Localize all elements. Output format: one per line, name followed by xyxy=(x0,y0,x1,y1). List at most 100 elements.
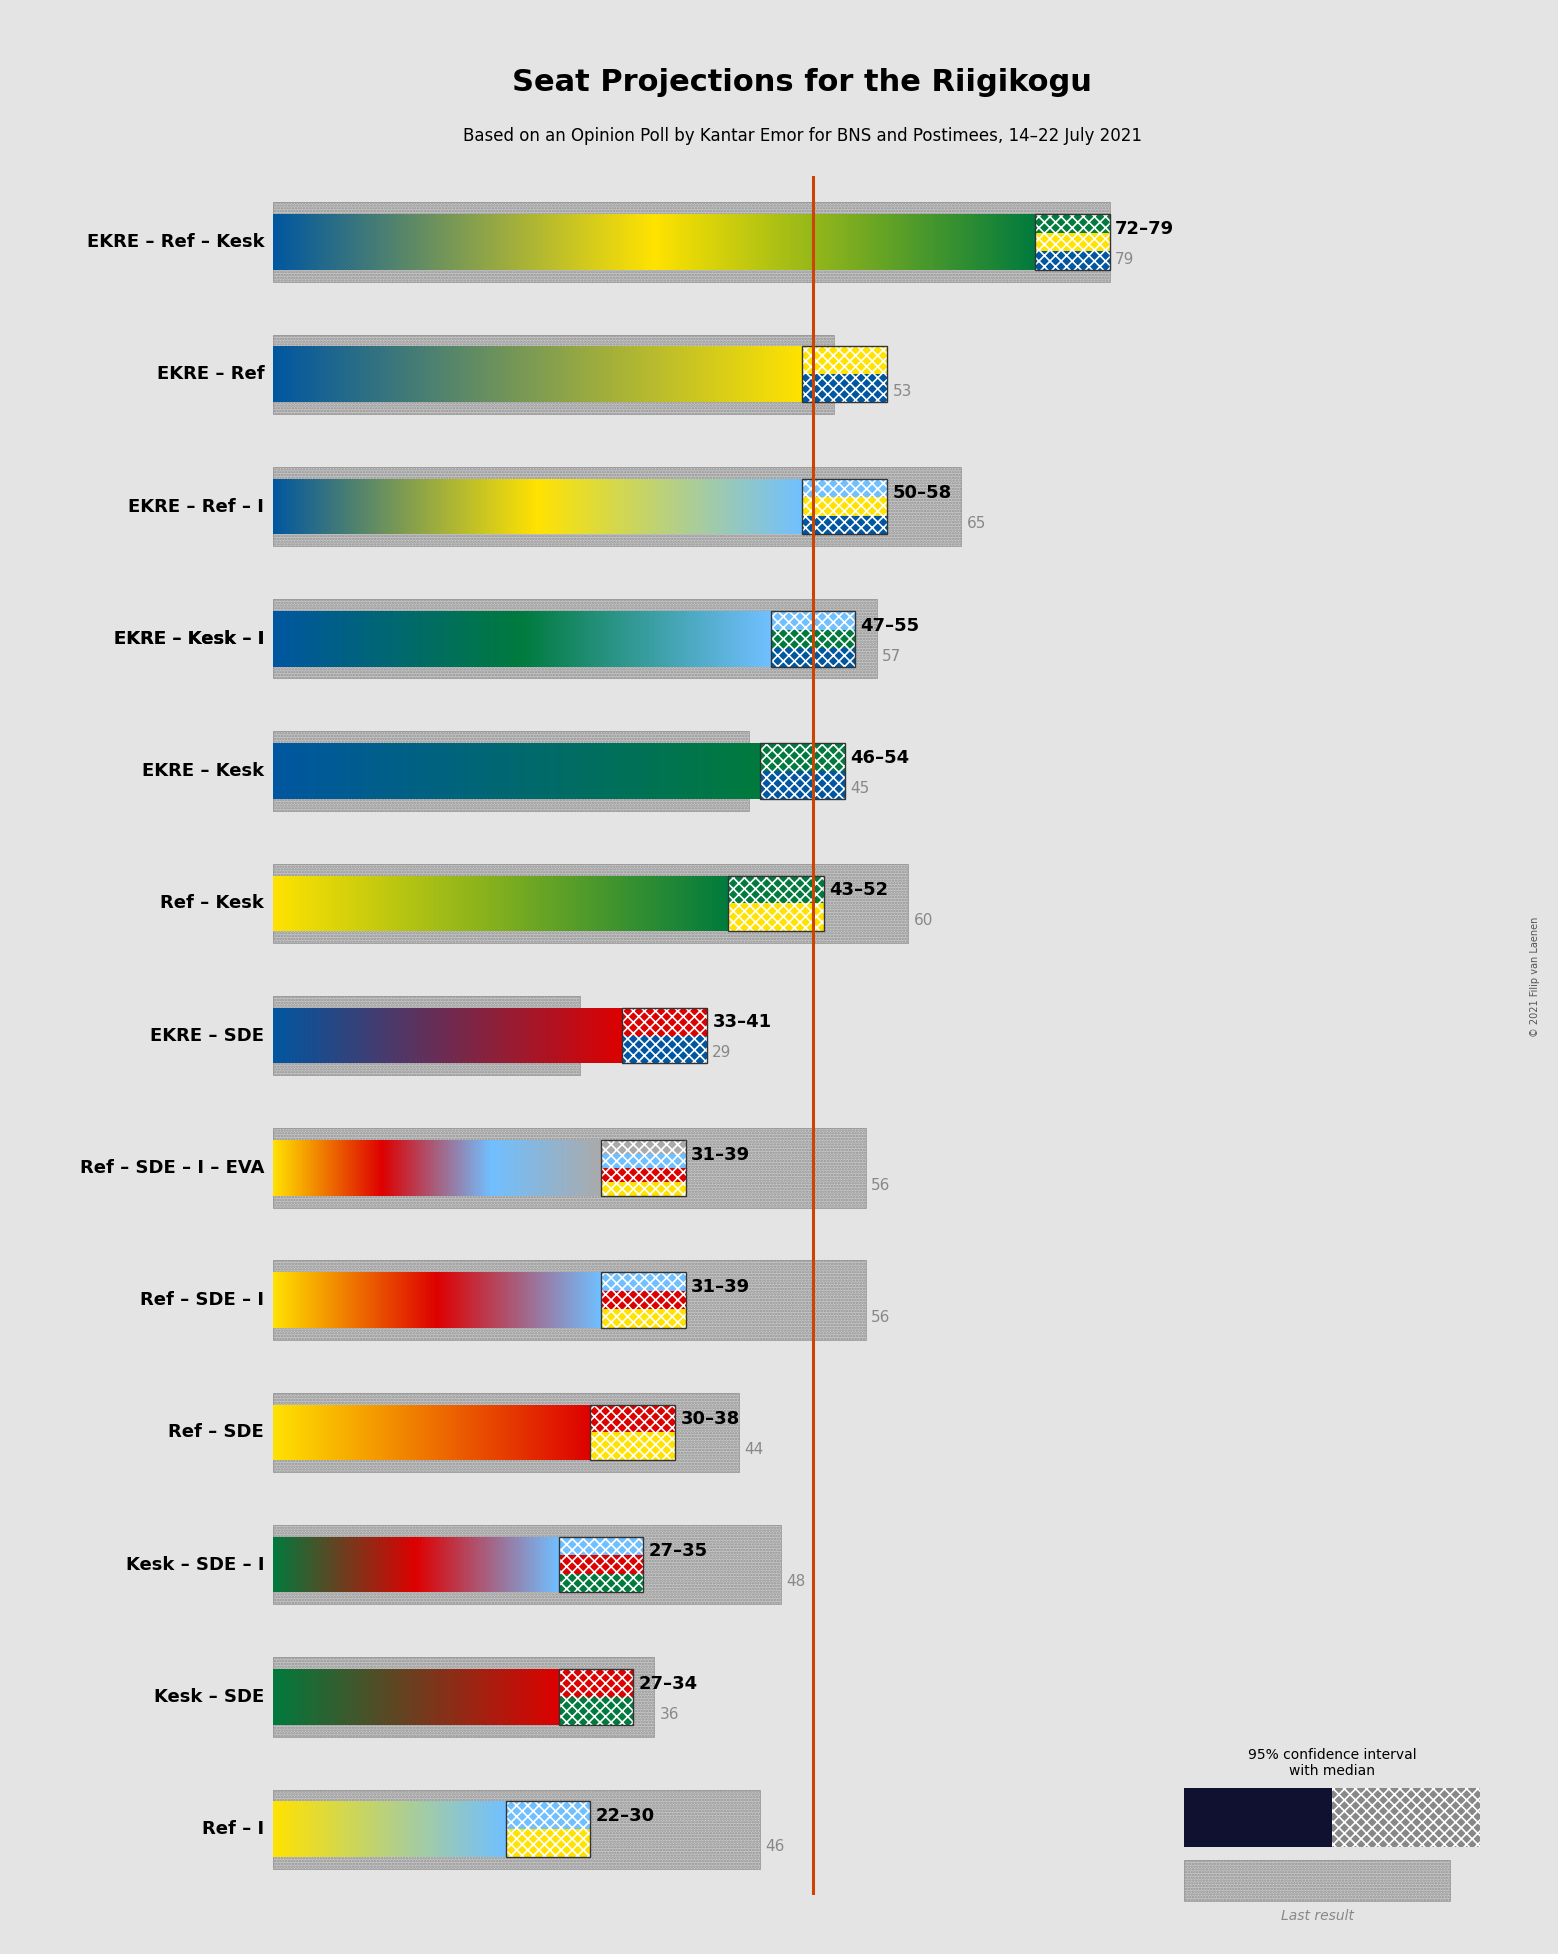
Bar xyxy=(659,215,662,270)
Bar xyxy=(612,215,614,270)
Text: 53: 53 xyxy=(893,385,911,399)
Bar xyxy=(802,496,887,516)
Bar xyxy=(492,215,494,270)
Bar xyxy=(478,215,481,270)
Bar xyxy=(601,1182,686,1196)
Bar xyxy=(650,215,653,270)
Bar xyxy=(944,215,946,270)
Bar xyxy=(671,215,673,270)
Bar xyxy=(569,215,570,270)
Bar xyxy=(933,215,935,270)
Bar xyxy=(799,215,801,270)
Bar xyxy=(559,215,561,270)
Bar xyxy=(346,215,347,270)
Bar xyxy=(748,215,749,270)
Bar xyxy=(681,215,682,270)
Bar xyxy=(414,215,416,270)
Bar xyxy=(273,334,834,414)
Bar xyxy=(919,215,921,270)
Text: Based on an Opinion Poll by Kantar Emor for BNS and Postimees, 14–22 July 2021: Based on an Opinion Poll by Kantar Emor … xyxy=(463,127,1142,145)
Bar xyxy=(357,215,358,270)
Bar xyxy=(323,215,324,270)
Text: Kesk – SDE – I: Kesk – SDE – I xyxy=(126,1555,265,1573)
Bar xyxy=(1003,215,1005,270)
Bar xyxy=(773,215,774,270)
Bar xyxy=(517,215,519,270)
Bar xyxy=(441,215,442,270)
Bar xyxy=(826,215,827,270)
Bar xyxy=(844,215,848,270)
Bar xyxy=(866,215,868,270)
Bar xyxy=(316,215,319,270)
Bar xyxy=(706,215,707,270)
Bar xyxy=(461,215,464,270)
Bar xyxy=(284,215,287,270)
Bar xyxy=(823,215,824,270)
Text: 46–54: 46–54 xyxy=(851,748,910,766)
Bar xyxy=(982,215,985,270)
Text: 27–34: 27–34 xyxy=(639,1675,698,1692)
Bar xyxy=(573,215,576,270)
Bar xyxy=(629,215,631,270)
Bar xyxy=(506,1802,590,1829)
Bar xyxy=(910,215,911,270)
Bar xyxy=(897,215,901,270)
Bar xyxy=(471,215,474,270)
Bar xyxy=(999,215,1002,270)
Text: Ref – Kesk: Ref – Kesk xyxy=(160,895,265,913)
Text: EKRE – Kesk – I: EKRE – Kesk – I xyxy=(114,629,265,649)
Bar xyxy=(570,215,572,270)
Bar xyxy=(421,215,424,270)
Bar xyxy=(735,215,738,270)
Bar xyxy=(341,215,343,270)
Bar xyxy=(590,215,594,270)
Bar xyxy=(816,215,818,270)
Text: 44: 44 xyxy=(745,1442,763,1458)
Text: EKRE – Ref – I: EKRE – Ref – I xyxy=(128,498,265,516)
Bar xyxy=(801,215,802,270)
Bar xyxy=(862,215,865,270)
Bar xyxy=(978,215,980,270)
Bar xyxy=(648,215,650,270)
Bar xyxy=(717,215,720,270)
Bar xyxy=(782,215,784,270)
Text: 60: 60 xyxy=(913,913,933,928)
Bar xyxy=(760,772,844,799)
Bar xyxy=(552,215,553,270)
Bar xyxy=(424,215,425,270)
Text: Kesk – SDE: Kesk – SDE xyxy=(154,1688,265,1706)
Bar xyxy=(1028,215,1030,270)
Text: 36: 36 xyxy=(659,1706,679,1721)
Bar xyxy=(273,203,1109,281)
Bar xyxy=(1005,215,1006,270)
Bar xyxy=(586,215,587,270)
Bar xyxy=(559,1538,643,1555)
Bar xyxy=(561,215,562,270)
Text: 27–35: 27–35 xyxy=(648,1542,707,1561)
Bar xyxy=(527,215,528,270)
Bar xyxy=(273,215,274,270)
Bar xyxy=(606,215,609,270)
Text: EKRE – SDE: EKRE – SDE xyxy=(150,1026,265,1045)
Bar xyxy=(774,215,776,270)
Text: 72–79: 72–79 xyxy=(1116,219,1175,238)
Bar xyxy=(545,215,547,270)
Bar xyxy=(333,215,337,270)
Bar xyxy=(305,215,307,270)
Bar xyxy=(290,215,291,270)
Bar xyxy=(1022,215,1024,270)
Bar xyxy=(622,215,623,270)
Bar xyxy=(740,215,742,270)
Bar xyxy=(986,215,988,270)
Bar xyxy=(827,215,830,270)
Bar xyxy=(444,215,447,270)
Bar xyxy=(977,215,978,270)
Bar xyxy=(1025,215,1028,270)
Bar xyxy=(994,215,996,270)
Bar xyxy=(936,215,938,270)
Bar xyxy=(576,215,578,270)
Bar xyxy=(1016,215,1019,270)
Bar xyxy=(374,215,375,270)
Bar xyxy=(365,215,366,270)
Bar xyxy=(506,1802,590,1856)
